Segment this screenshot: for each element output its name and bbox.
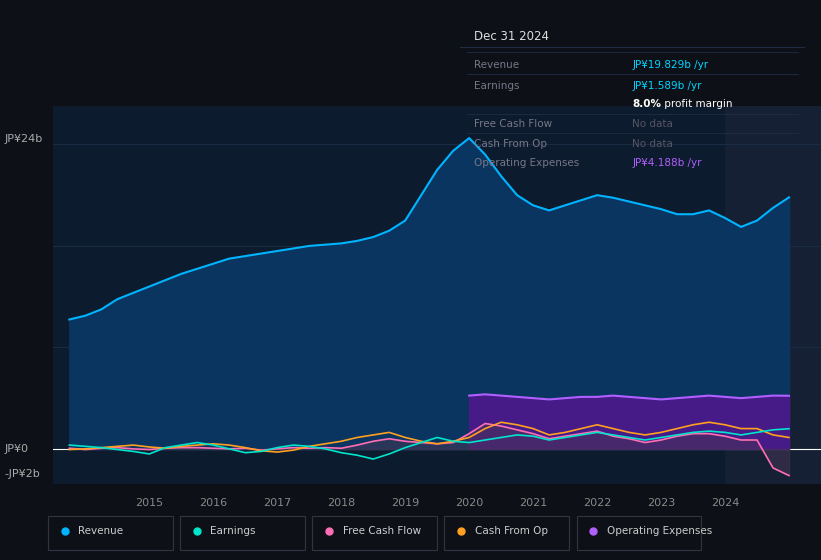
Text: Revenue: Revenue [78, 526, 123, 535]
Text: JP¥4.188b /yr: JP¥4.188b /yr [632, 158, 702, 169]
Text: 2019: 2019 [391, 498, 420, 508]
Text: 2023: 2023 [647, 498, 675, 508]
Text: 2020: 2020 [455, 498, 484, 508]
Text: JP¥24b: JP¥24b [4, 134, 43, 144]
FancyBboxPatch shape [444, 516, 569, 550]
Text: Dec 31 2024: Dec 31 2024 [474, 30, 548, 44]
Text: 2017: 2017 [264, 498, 291, 508]
Text: No data: No data [632, 139, 673, 149]
Text: JP¥19.829b /yr: JP¥19.829b /yr [632, 60, 709, 70]
Bar [725, 106, 821, 484]
Text: Revenue: Revenue [474, 60, 519, 70]
Text: Earnings: Earnings [210, 526, 256, 535]
Text: Free Cash Flow: Free Cash Flow [474, 119, 552, 129]
Text: Operating Expenses: Operating Expenses [607, 526, 712, 535]
FancyBboxPatch shape [48, 516, 172, 550]
FancyBboxPatch shape [576, 516, 701, 550]
FancyBboxPatch shape [180, 516, 305, 550]
Text: Free Cash Flow: Free Cash Flow [342, 526, 420, 535]
Text: JP¥0: JP¥0 [4, 444, 28, 454]
Text: 2018: 2018 [327, 498, 355, 508]
Text: 2015: 2015 [135, 498, 163, 508]
Text: Cash From Op: Cash From Op [474, 139, 547, 149]
Text: No data: No data [632, 119, 673, 129]
Text: 2021: 2021 [519, 498, 548, 508]
Text: profit margin: profit margin [662, 100, 733, 110]
Text: JP¥1.589b /yr: JP¥1.589b /yr [632, 81, 702, 91]
Text: Operating Expenses: Operating Expenses [474, 158, 579, 169]
Text: Earnings: Earnings [474, 81, 519, 91]
Text: Cash From Op: Cash From Op [475, 526, 548, 535]
Text: 8.0%: 8.0% [632, 100, 661, 110]
Text: -JP¥2b: -JP¥2b [4, 469, 40, 479]
Text: 2024: 2024 [711, 498, 739, 508]
FancyBboxPatch shape [312, 516, 437, 550]
Text: 2022: 2022 [583, 498, 612, 508]
Text: 2016: 2016 [200, 498, 227, 508]
